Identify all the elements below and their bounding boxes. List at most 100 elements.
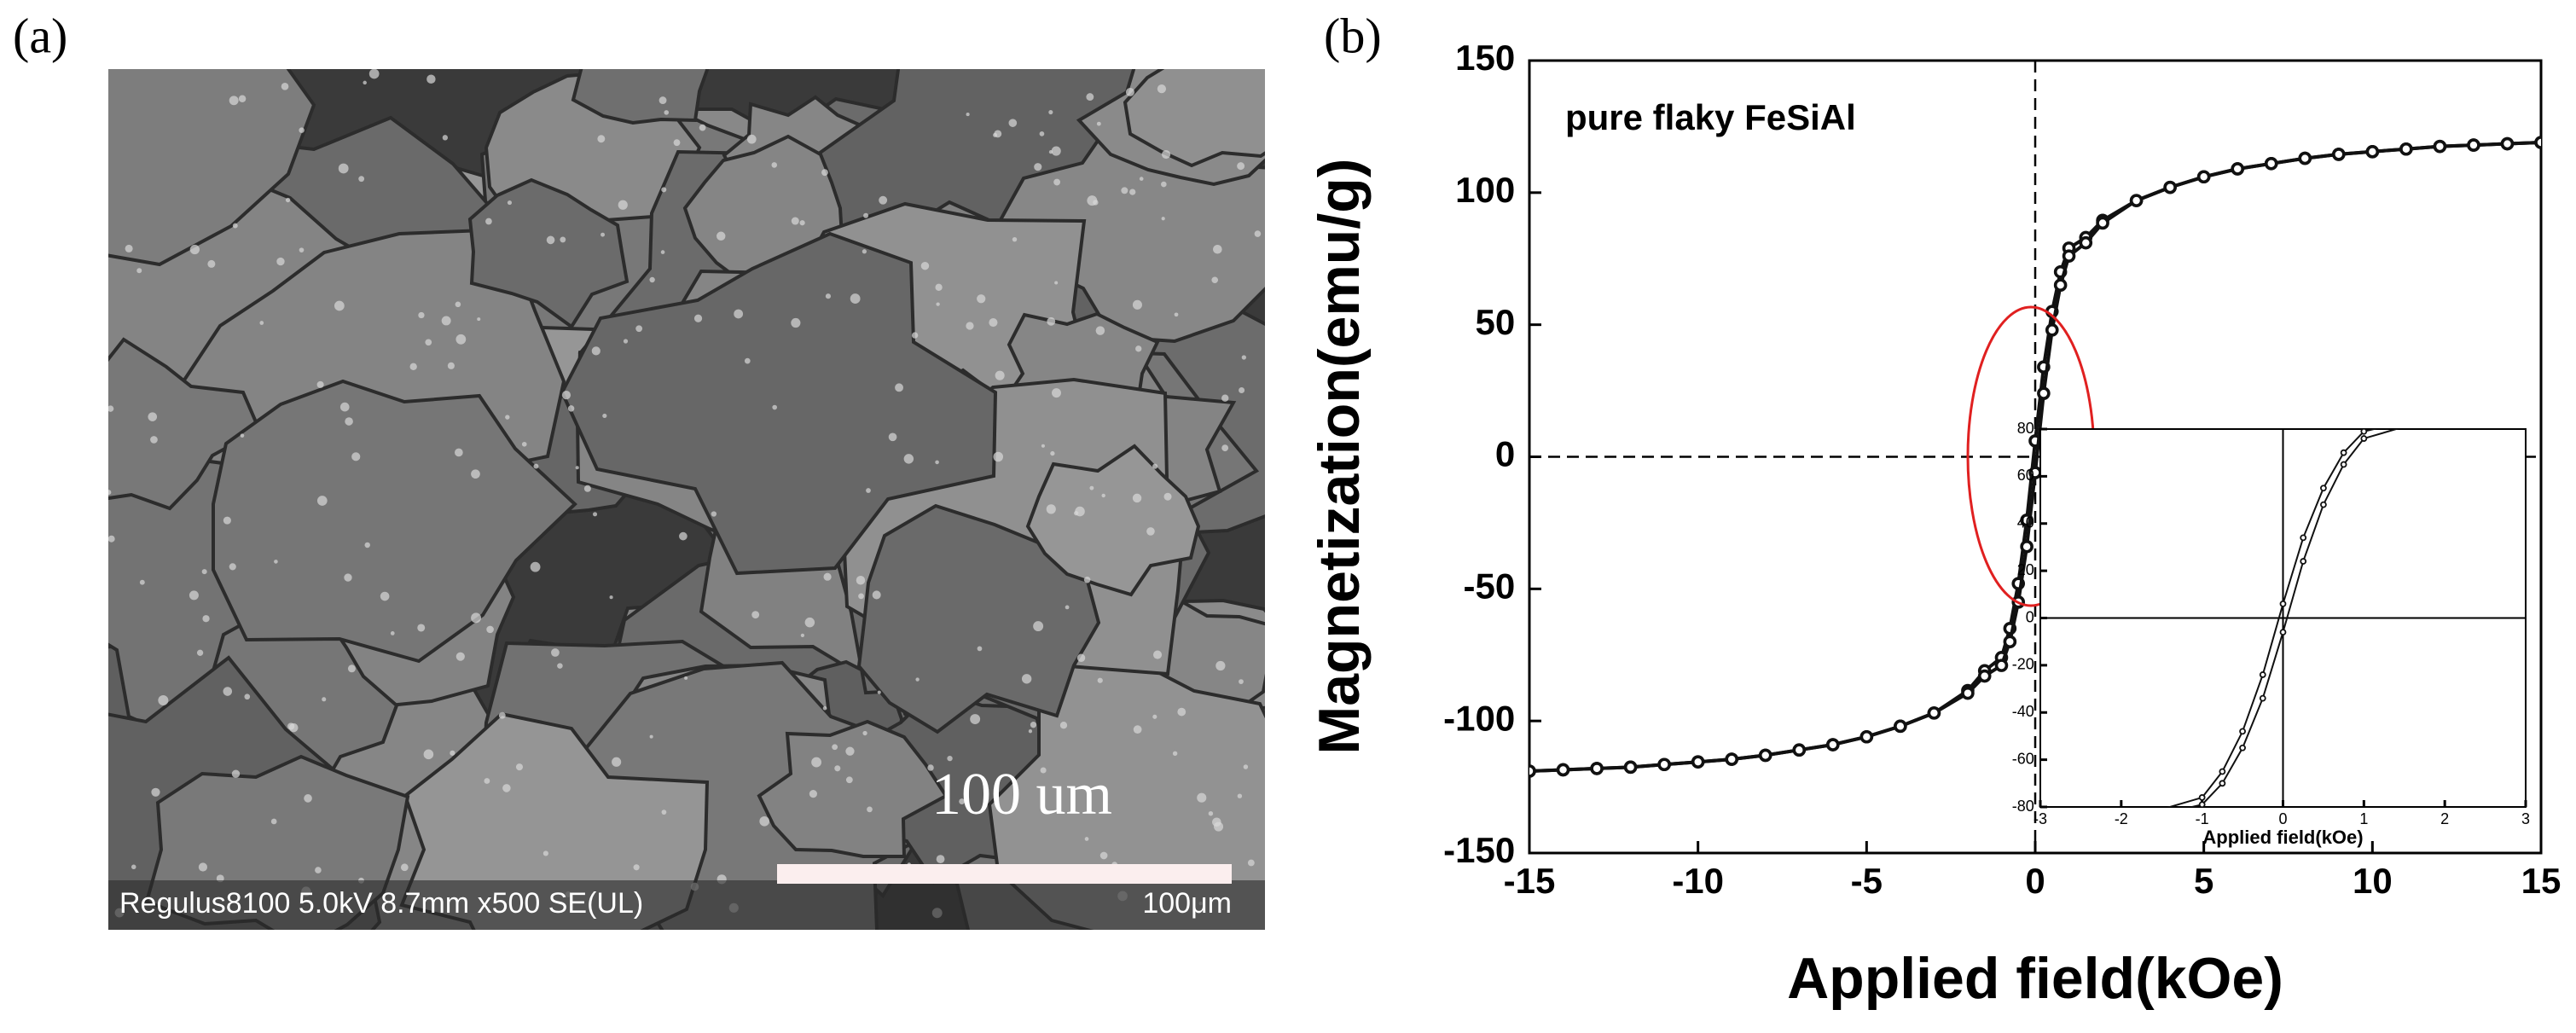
speck [316, 380, 324, 388]
speck [959, 798, 966, 804]
speck [1247, 859, 1255, 867]
speck [455, 448, 463, 457]
speck [426, 74, 436, 84]
data-point [2239, 728, 2246, 735]
speck [915, 677, 920, 682]
data-point [1977, 669, 1992, 683]
speck [845, 776, 853, 784]
speck [804, 617, 815, 628]
speck [151, 787, 160, 797]
panel-label: (a) [13, 8, 67, 63]
data-point [2003, 635, 2017, 649]
data-point [2196, 170, 2211, 184]
data-point [2332, 148, 2346, 161]
data-point [2300, 534, 2307, 542]
speck [441, 316, 451, 326]
speck [744, 357, 751, 364]
x-tick-label: 15 [2521, 861, 2561, 901]
speck [660, 250, 665, 254]
speck [1125, 87, 1134, 96]
speck [1133, 725, 1142, 734]
speck [867, 806, 873, 813]
speck [417, 624, 426, 632]
speck [1065, 605, 1070, 610]
speck [659, 96, 667, 105]
speck [597, 135, 606, 143]
data-point [1725, 752, 1738, 766]
speck [1152, 650, 1163, 659]
speck [229, 96, 239, 106]
data-point [2198, 794, 2206, 801]
speck [150, 436, 158, 444]
data-point [1859, 729, 1874, 744]
y-tick-label: 80 [2017, 420, 2034, 437]
data-point [1961, 686, 1975, 700]
speck [238, 95, 247, 102]
speck [825, 293, 832, 299]
speck [823, 572, 832, 581]
series-group [2167, 429, 2399, 807]
data-point [2340, 461, 2347, 468]
speck [1221, 394, 1229, 402]
speck [477, 317, 481, 322]
x-tick-label: -1 [2196, 810, 2209, 827]
speck [858, 593, 864, 600]
scale-bar [777, 864, 1232, 884]
y-tick-label: -50 [1463, 566, 1515, 606]
y-tick-label: -20 [2012, 656, 2034, 673]
speck [970, 714, 981, 724]
sem-image [108, 69, 1265, 930]
speck [285, 197, 291, 203]
speck [364, 542, 370, 548]
speck [390, 631, 395, 635]
speck [1197, 792, 1207, 803]
data-point [1927, 706, 1941, 720]
speck [1087, 195, 1098, 206]
speck [679, 531, 688, 541]
data-point [2062, 249, 2076, 263]
speck [560, 236, 566, 243]
y-tick-label: -40 [2012, 703, 2034, 720]
speck [811, 757, 822, 768]
speck [1097, 677, 1103, 683]
speck [1211, 276, 1219, 284]
speck [1052, 388, 1061, 398]
speck [1084, 837, 1089, 841]
speck [202, 615, 210, 623]
speck [593, 512, 598, 517]
speck [334, 300, 345, 311]
speck [281, 83, 289, 90]
data-point [1691, 755, 1705, 769]
speck [888, 432, 897, 442]
y-tick-label: 50 [1475, 302, 1515, 342]
speck [1174, 312, 1179, 317]
speck [1040, 767, 1047, 774]
speck [1132, 493, 1142, 503]
series-group [1529, 136, 2541, 778]
speck [1039, 131, 1045, 136]
x-tick-label: 2 [2440, 810, 2449, 827]
speck [363, 80, 367, 85]
speck [935, 283, 943, 291]
speck [557, 663, 563, 669]
y-tick-label: -80 [2012, 798, 2034, 815]
speck [223, 687, 233, 696]
speck [1041, 444, 1045, 448]
speck [947, 755, 953, 762]
speck [1096, 121, 1101, 126]
speck [895, 383, 903, 392]
speck [771, 162, 778, 168]
y-axis-title: Magnetization(emu/g) [1307, 159, 1372, 755]
data-point [2259, 671, 2266, 678]
speck [1237, 162, 1245, 171]
speck [1012, 236, 1018, 242]
speck [995, 370, 1005, 380]
data-point [2259, 694, 2266, 702]
speck [485, 218, 492, 225]
data-point [2045, 323, 2059, 337]
speck [471, 469, 480, 479]
info-bar-bg [108, 880, 1265, 930]
speck [351, 452, 361, 461]
speck [455, 334, 467, 345]
